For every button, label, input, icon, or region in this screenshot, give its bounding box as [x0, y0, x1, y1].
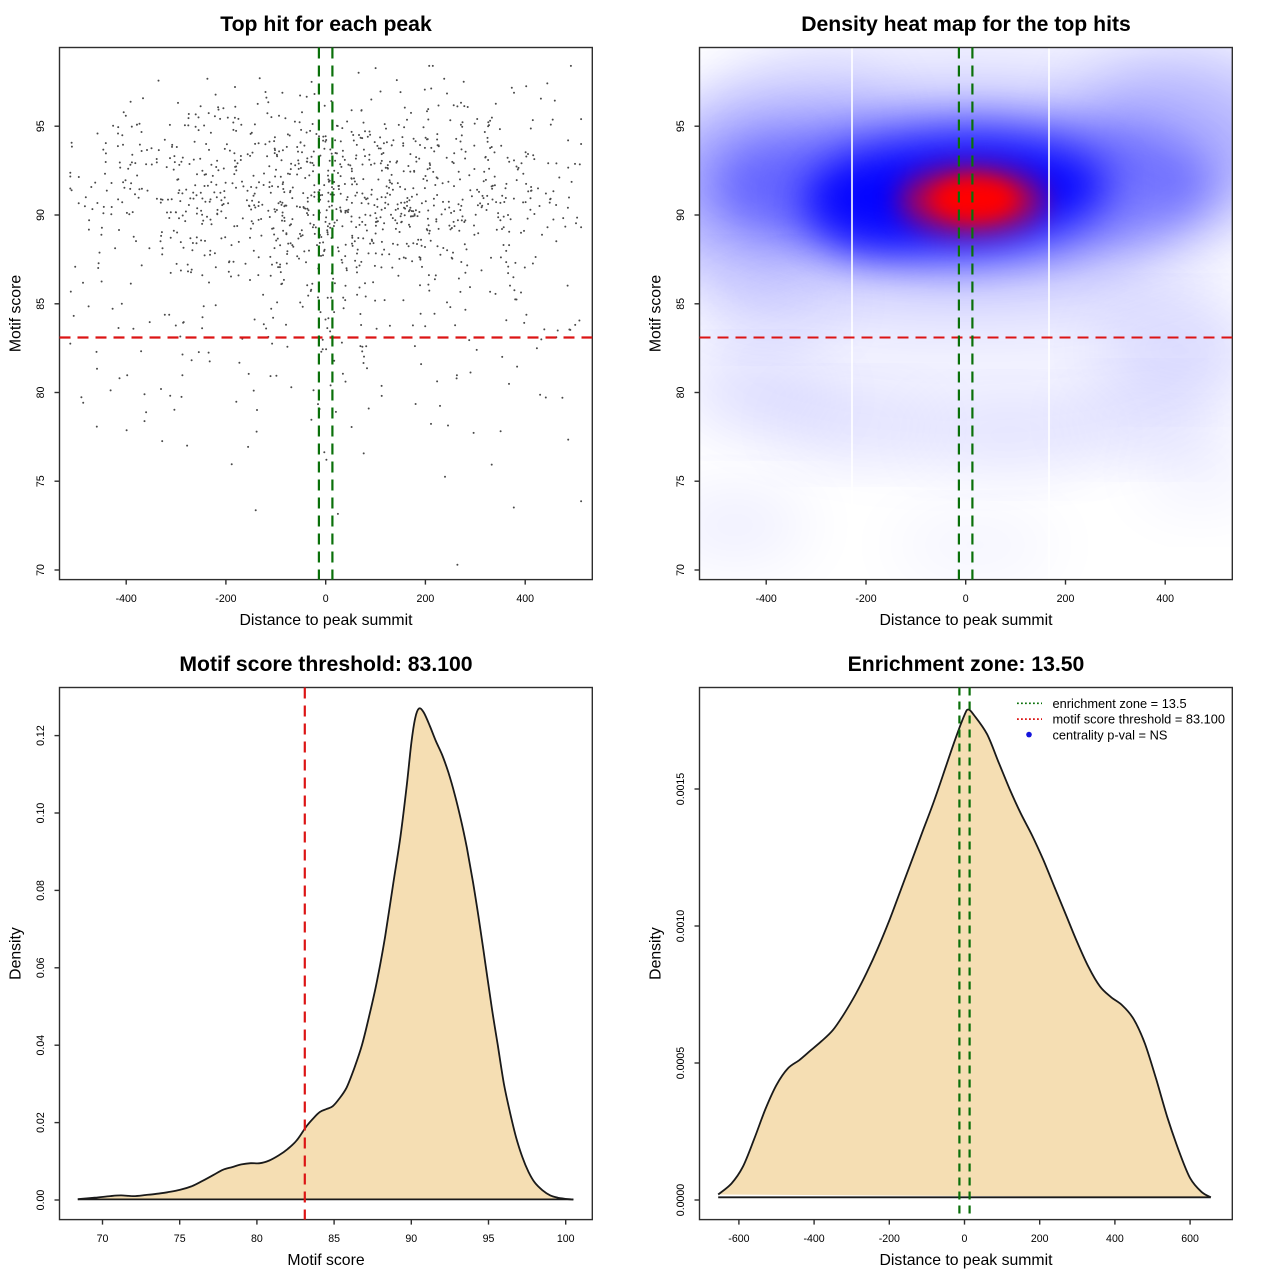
svg-text:95: 95: [35, 120, 47, 132]
svg-text:Density: Density: [8, 927, 25, 980]
svg-text:0.0000: 0.0000: [675, 1184, 687, 1217]
svg-text:-400: -400: [116, 593, 137, 605]
svg-text:-600: -600: [728, 1233, 749, 1245]
svg-text:0: 0: [323, 593, 329, 605]
svg-text:70: 70: [35, 564, 47, 576]
svg-text:80: 80: [675, 387, 687, 399]
svg-text:-200: -200: [879, 1233, 900, 1245]
svg-text:-400: -400: [803, 1233, 824, 1245]
svg-text:85: 85: [675, 298, 687, 310]
svg-text:0.02: 0.02: [35, 1112, 47, 1133]
svg-text:80: 80: [251, 1233, 263, 1245]
svg-text:75: 75: [675, 475, 687, 487]
svg-text:90: 90: [405, 1233, 417, 1245]
svg-text:-200: -200: [855, 593, 876, 605]
svg-text:0: 0: [962, 1233, 968, 1245]
svg-text:0.00: 0.00: [35, 1190, 47, 1211]
svg-text:95: 95: [675, 120, 687, 132]
svg-text:0.0010: 0.0010: [675, 910, 687, 943]
svg-text:0: 0: [963, 593, 969, 605]
svg-text:motif score threshold = 83.100: motif score threshold = 83.100: [1053, 712, 1226, 727]
svg-text:80: 80: [35, 387, 47, 399]
svg-text:-200: -200: [215, 593, 236, 605]
svg-text:Distance to peak summit: Distance to peak summit: [240, 612, 414, 629]
svg-text:0.06: 0.06: [35, 957, 47, 978]
svg-text:Motif score: Motif score: [648, 275, 665, 352]
svg-text:70: 70: [675, 564, 687, 576]
svg-text:100: 100: [557, 1233, 575, 1245]
svg-text:70: 70: [97, 1233, 109, 1245]
svg-text:0.12: 0.12: [35, 725, 47, 746]
svg-text:75: 75: [35, 475, 47, 487]
svg-text:-400: -400: [756, 593, 777, 605]
svg-text:Density heat map for the top h: Density heat map for the top hits: [801, 13, 1131, 36]
svg-text:centrality p-val = NS: centrality p-val = NS: [1053, 727, 1168, 742]
svg-text:200: 200: [417, 593, 435, 605]
svg-text:enrichment zone = 13.5: enrichment zone = 13.5: [1053, 696, 1187, 711]
svg-text:0.10: 0.10: [35, 803, 47, 824]
svg-text:0.0005: 0.0005: [675, 1047, 687, 1080]
svg-text:Density: Density: [648, 927, 665, 980]
svg-text:200: 200: [1031, 1233, 1049, 1245]
svg-text:Motif score: Motif score: [287, 1252, 364, 1269]
svg-text:600: 600: [1181, 1233, 1199, 1245]
svg-text:85: 85: [328, 1233, 340, 1245]
svg-text:400: 400: [1106, 1233, 1124, 1245]
svg-text:400: 400: [1156, 593, 1174, 605]
svg-text:90: 90: [675, 209, 687, 221]
svg-text:90: 90: [35, 209, 47, 221]
svg-text:0.04: 0.04: [35, 1035, 47, 1056]
svg-text:0.08: 0.08: [35, 880, 47, 901]
svg-text:95: 95: [483, 1233, 495, 1245]
svg-text:75: 75: [174, 1233, 186, 1245]
svg-text:85: 85: [35, 298, 47, 310]
svg-text:Enrichment zone: 13.50: Enrichment zone: 13.50: [848, 653, 1085, 676]
svg-text:0.0015: 0.0015: [675, 773, 687, 806]
svg-text:200: 200: [1057, 593, 1075, 605]
svg-text:Top hit for each peak: Top hit for each peak: [220, 13, 432, 36]
svg-text:Distance to peak summit: Distance to peak summit: [880, 612, 1054, 629]
svg-text:Motif score: Motif score: [8, 275, 25, 352]
svg-text:Distance to peak summit: Distance to peak summit: [880, 1252, 1054, 1269]
svg-text:400: 400: [516, 593, 534, 605]
svg-text:Motif score threshold: 83.100: Motif score threshold: 83.100: [179, 653, 472, 676]
